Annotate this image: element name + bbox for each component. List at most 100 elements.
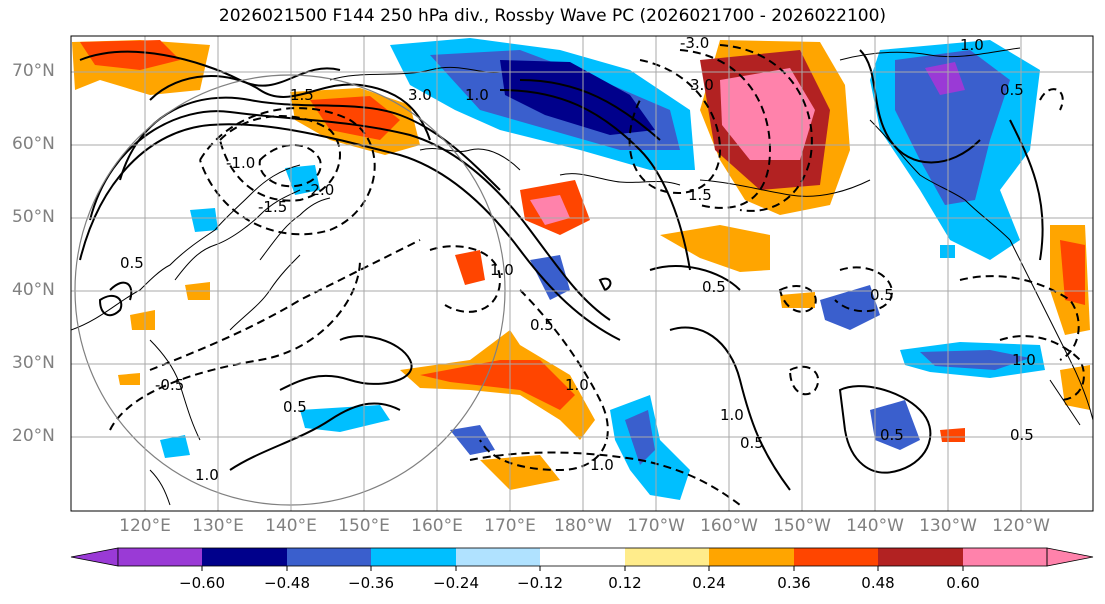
region-circle (74, 74, 506, 506)
contour-negative (788, 365, 820, 396)
contour-positive (649, 265, 741, 291)
map-frame (70, 35, 1094, 512)
contour-negative (834, 266, 893, 313)
coastline (699, 179, 871, 197)
contour-positive (598, 277, 612, 292)
lat-label: 50°N (12, 207, 55, 227)
colorbar-bin (371, 548, 456, 566)
contour-label: 0.5 (283, 398, 307, 416)
lon-label: 170°E (484, 516, 536, 536)
colorbar-extend-low (70, 547, 119, 567)
colorbar-bin (878, 548, 963, 566)
contour-label: 1.0 (960, 36, 984, 54)
contour-label: 1.0 (720, 406, 744, 424)
lon-label: 160°E (411, 516, 463, 536)
contour-negative (469, 451, 741, 506)
contour-label: 0.5 (870, 286, 894, 304)
contour-positive (669, 326, 791, 491)
contour-positive (519, 79, 661, 141)
contour-label: 0.5 (702, 278, 726, 296)
contour-negative (999, 335, 1085, 401)
shade-positive (455, 250, 485, 285)
contour-label: 0.5 (1000, 81, 1024, 99)
contour-label: 1.0 (1012, 351, 1036, 369)
lat-label: 30°N (12, 353, 55, 373)
contour-label: 0.5 (1010, 426, 1034, 444)
contour-label: 0.5 (880, 426, 904, 444)
divergence-shading (72, 38, 1090, 500)
shade-positive (420, 360, 575, 410)
contour-positive (838, 385, 932, 474)
contour-label: -2.0 (305, 181, 334, 199)
colorbar-tick-label: −0.36 (348, 574, 394, 592)
coastline (839, 47, 1021, 61)
contour-negative (778, 285, 817, 313)
colorbar-bin (202, 548, 287, 566)
contour-label: 1.0 (465, 86, 489, 104)
shade-negative (530, 255, 570, 300)
colorbar-bin (540, 548, 625, 566)
shade-positive (130, 310, 155, 330)
contour-label: -1.0 (226, 154, 255, 172)
contour-positive (89, 110, 611, 321)
lat-label: 20°N (12, 426, 55, 446)
shade-positive (660, 225, 770, 272)
shade-negative (450, 425, 495, 455)
contour-positive (859, 49, 981, 164)
colorbar-bin (625, 548, 709, 566)
contour-label: 1.5 (688, 186, 712, 204)
shade-negative (500, 60, 655, 135)
lat-label: 60°N (12, 134, 55, 154)
shade-negative (160, 435, 190, 458)
lon-label: 170°W (627, 516, 685, 536)
shade-negative (285, 165, 320, 195)
colorbar-outline (117, 547, 1048, 567)
contour-label: 1.0 (195, 466, 219, 484)
coastline (869, 119, 1011, 241)
lon-label: 130°E (192, 516, 244, 536)
coastline (1049, 379, 1081, 426)
colorbar-tick-label: −0.48 (264, 574, 310, 592)
contour-label: 0.5 (120, 254, 144, 272)
contour-label-group: 3.0 1.5 1.0 0.5 -3.0 -2.0 -1.5 -1.0 -0.5… (120, 36, 1036, 484)
contour-positive (109, 281, 133, 301)
shade-positive (118, 373, 140, 385)
lon-label: 150°E (338, 516, 390, 536)
figure-title: 2026021500 F144 250 hPa div., Rossby Wav… (218, 6, 887, 26)
rossby-contours-negative (109, 44, 1085, 506)
colorbar (70, 547, 1094, 571)
contour-negative (719, 44, 813, 212)
shade-positive (940, 428, 965, 442)
contour-positive (499, 89, 691, 271)
coastline (1009, 239, 1093, 421)
contour-negative (218, 115, 341, 202)
shade-negative (820, 285, 880, 330)
colorbar-tick-label: 0.24 (692, 574, 726, 592)
coastline (329, 66, 501, 81)
contour-label: -1.5 (258, 198, 287, 216)
colorbar-bin (456, 548, 540, 566)
contour-positive (229, 402, 401, 471)
contour-negative (109, 259, 361, 431)
contour-positive (79, 123, 621, 341)
contour-label: -0.5 (155, 376, 184, 394)
contour-positive (149, 75, 431, 141)
lon-label: 130°W (919, 516, 977, 536)
contour-negative (628, 59, 722, 195)
contour-negative (679, 49, 772, 209)
contour-positive (98, 294, 123, 317)
contour-negative (429, 245, 502, 313)
colorbar-bin (287, 548, 371, 566)
lon-label: 120°W (992, 516, 1050, 536)
colorbar-tick-label: 0.36 (777, 574, 811, 592)
contour-label: 0.5 (740, 434, 764, 452)
contour-label: 0.5 (530, 316, 554, 334)
shade-positive (780, 292, 815, 308)
contour-label: 3.0 (690, 76, 714, 94)
contour-negative (258, 144, 322, 188)
contour-positive (279, 335, 413, 391)
coastline (419, 148, 521, 171)
contour-label: 1.0 (565, 376, 589, 394)
colorbar-tick-label: 0.60 (946, 574, 980, 592)
colorbar-tick-label: 0.12 (608, 574, 642, 592)
